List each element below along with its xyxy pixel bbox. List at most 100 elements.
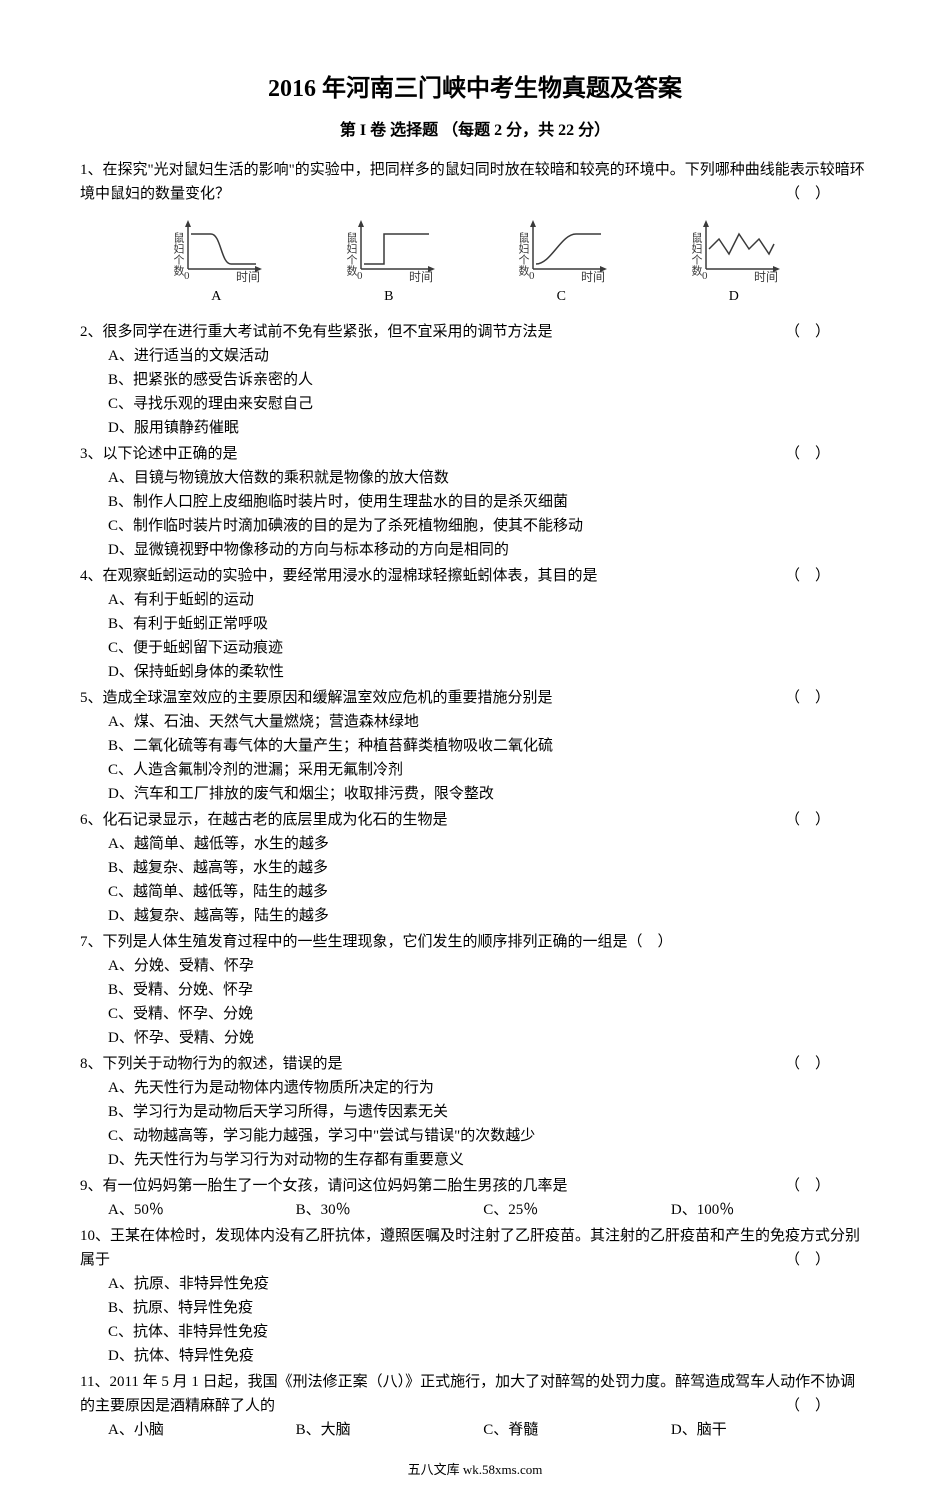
chart-D: 鼠妇个数 0 时间 D bbox=[684, 214, 784, 308]
option-A: A、分娩、受精、怀孕 bbox=[108, 954, 474, 978]
svg-text:0: 0 bbox=[702, 270, 708, 282]
options-row: A、越简单、越低等，水生的越多B、越复杂、越高等，水生的越多C、越简单、越低等，… bbox=[80, 832, 870, 928]
options-row: A、小脑 B、大脑 C、脊髓 D、脑干 bbox=[80, 1418, 870, 1442]
question-10: 10、王某在体检时，发现体内没有乙肝抗体，遵照医嘱及时注射了乙肝疫苗。其注射的乙… bbox=[80, 1224, 870, 1368]
option-B: B、受精、分娩、怀孕 bbox=[108, 978, 474, 1002]
answer-bracket: （ ） bbox=[785, 808, 830, 832]
chart-label-A: A bbox=[166, 286, 266, 308]
answer-bracket: （ ） bbox=[785, 182, 830, 206]
option-A: A、煤、石油、天然气大量燃烧；营造森林绿地 bbox=[108, 710, 850, 734]
options-row: A、目镜与物镜放大倍数的乘积就是物像的放大倍数B、制作人口腔上皮细胞临时装片时，… bbox=[80, 466, 870, 562]
option-C: C、动物越高等，学习能力越强，学习中"尝试与错误"的次数越少 bbox=[108, 1124, 850, 1148]
question-text: 1、在探究"光对鼠妇生活的影响"的实验中，把同样多的鼠妇同时放在较暗和较亮的环境… bbox=[80, 158, 870, 206]
question-text: 7、下列是人体生殖发育过程中的一些生理现象，它们发生的顺序排列正确的一组是（ ） bbox=[80, 930, 870, 954]
option-C: C、脊髓 bbox=[483, 1418, 651, 1442]
options-row: A、50％ B、30％ C、25％ D、100％ bbox=[80, 1198, 870, 1222]
option-B: B、制作人口腔上皮细胞临时装片时，使用生理盐水的目的是杀灭细菌 bbox=[108, 490, 850, 514]
svg-text:鼠妇个数: 鼠妇个数 bbox=[345, 231, 358, 277]
question-text: 8、下列关于动物行为的叙述，错误的是（ ） bbox=[80, 1052, 870, 1076]
svg-text:0: 0 bbox=[529, 270, 535, 282]
option-B: B、学习行为是动物后天学习所得，与遗传因素无关 bbox=[108, 1100, 850, 1124]
answer-bracket: （ ） bbox=[785, 320, 830, 344]
option-B: B、有利于蚯蚓正常呼吸 bbox=[108, 612, 474, 636]
question-text: 5、造成全球温室效应的主要原因和缓解温室效应危机的重要措施分别是（ ） bbox=[80, 686, 870, 710]
option-A: A、有利于蚯蚓的运动 bbox=[108, 588, 474, 612]
option-A: A、50％ bbox=[108, 1198, 276, 1222]
question-6: 6、化石记录显示，在越古老的底层里成为化石的生物是（ ）A、越简单、越低等，水生… bbox=[80, 808, 870, 928]
chart-label-D: D bbox=[684, 286, 784, 308]
option-B: B、把紧张的感受告诉亲密的人 bbox=[108, 368, 474, 392]
option-B: B、大脑 bbox=[296, 1418, 464, 1442]
option-D: D、汽车和工厂排放的废气和烟尘；收取排污费，限令整改 bbox=[108, 782, 850, 806]
question-text: 3、以下论述中正确的是（ ） bbox=[80, 442, 870, 466]
options-row: A、先天性行为是动物体内遗传物质所决定的行为B、学习行为是动物后天学习所得，与遗… bbox=[80, 1076, 870, 1172]
option-C: C、便于蚯蚓留下运动痕迹 bbox=[108, 636, 474, 660]
svg-text:鼠妇个数: 鼠妇个数 bbox=[690, 231, 703, 277]
option-D: D、脑干 bbox=[671, 1418, 839, 1442]
option-C: C、人造含氟制冷剂的泄漏；采用无氟制冷剂 bbox=[108, 758, 850, 782]
option-D: D、先天性行为与学习行为对动物的生存都有重要意义 bbox=[108, 1148, 850, 1172]
question-text: 9、有一位妈妈第一胎生了一个女孩，请问这位妈妈第二胎生男孩的几率是（ ） bbox=[80, 1174, 870, 1198]
option-C: C、受精、怀孕、分娩 bbox=[108, 1002, 474, 1026]
answer-bracket: （ ） bbox=[785, 442, 830, 466]
option-D: D、怀孕、受精、分娩 bbox=[108, 1026, 474, 1050]
question-text: 2、很多同学在进行重大考试前不免有些紧张，但不宜采用的调节方法是（ ） bbox=[80, 320, 870, 344]
question-2: 2、很多同学在进行重大考试前不免有些紧张，但不宜采用的调节方法是（ ）A、进行适… bbox=[80, 320, 870, 440]
page-title: 2016 年河南三门峡中考生物真题及答案 bbox=[80, 70, 870, 108]
answer-bracket: （ ） bbox=[785, 564, 830, 588]
question-3: 3、以下论述中正确的是（ ）A、目镜与物镜放大倍数的乘积就是物像的放大倍数B、制… bbox=[80, 442, 870, 562]
question-9: 9、有一位妈妈第一胎生了一个女孩，请问这位妈妈第二胎生男孩的几率是（ ）A、50… bbox=[80, 1174, 870, 1222]
questions-container: 1、在探究"光对鼠妇生活的影响"的实验中，把同样多的鼠妇同时放在较暗和较亮的环境… bbox=[80, 158, 870, 1442]
chart-label-C: C bbox=[511, 286, 611, 308]
svg-text:时间: 时间 bbox=[236, 270, 260, 284]
option-D: D、保持蚯蚓身体的柔软性 bbox=[108, 660, 474, 684]
option-C: C、25％ bbox=[483, 1198, 651, 1222]
answer-bracket: （ ） bbox=[785, 686, 830, 710]
option-C: C、越简单、越低等，陆生的越多 bbox=[108, 880, 474, 904]
chart-label-B: B bbox=[339, 286, 439, 308]
svg-text:0: 0 bbox=[357, 270, 363, 282]
question-text: 6、化石记录显示，在越古老的底层里成为化石的生物是（ ） bbox=[80, 808, 870, 832]
answer-bracket: （ ） bbox=[785, 1174, 830, 1198]
svg-text:鼠妇个数: 鼠妇个数 bbox=[172, 231, 185, 277]
option-C: C、寻找乐观的理由来安慰自己 bbox=[108, 392, 474, 416]
question-4: 4、在观察蚯蚓运动的实验中，要经常用浸水的湿棉球轻擦蚯蚓体表，其目的是（ ）A、… bbox=[80, 564, 870, 684]
svg-text:时间: 时间 bbox=[581, 270, 605, 284]
option-D: D、抗体、特异性免疫 bbox=[108, 1344, 474, 1368]
option-C: C、抗体、非特异性免疫 bbox=[108, 1320, 474, 1344]
chart-B: 鼠妇个数 0 时间 B bbox=[339, 214, 439, 308]
options-row: A、煤、石油、天然气大量燃烧；营造森林绿地B、二氧化硫等有毒气体的大量产生；种植… bbox=[80, 710, 870, 806]
question-1: 1、在探究"光对鼠妇生活的影响"的实验中，把同样多的鼠妇同时放在较暗和较亮的环境… bbox=[80, 158, 870, 308]
chart-C: 鼠妇个数 0 时间 C bbox=[511, 214, 611, 308]
chart-A: 鼠妇个数 0 时间 A bbox=[166, 214, 266, 308]
page-footer: 五八文库 wk.58xms.com bbox=[80, 1460, 870, 1481]
option-A: A、抗原、非特异性免疫 bbox=[108, 1272, 474, 1296]
option-D: D、越复杂、越高等，陆生的越多 bbox=[108, 904, 474, 928]
section-subtitle: 第 I 卷 选择题 （每题 2 分，共 22 分） bbox=[80, 118, 870, 144]
question-text: 11、2011 年 5 月 1 日起，我国《刑法修正案（八）》正式施行，加大了对… bbox=[80, 1370, 870, 1418]
option-A: A、目镜与物镜放大倍数的乘积就是物像的放大倍数 bbox=[108, 466, 850, 490]
question-5: 5、造成全球温室效应的主要原因和缓解温室效应危机的重要措施分别是（ ）A、煤、石… bbox=[80, 686, 870, 806]
answer-bracket: （ ） bbox=[785, 1394, 830, 1418]
answer-bracket: （ ） bbox=[785, 1052, 830, 1076]
option-D: D、100％ bbox=[671, 1198, 839, 1222]
option-B: B、30％ bbox=[296, 1198, 464, 1222]
question-11: 11、2011 年 5 月 1 日起，我国《刑法修正案（八）》正式施行，加大了对… bbox=[80, 1370, 870, 1442]
option-D: D、服用镇静药催眠 bbox=[108, 416, 474, 440]
option-B: B、抗原、特异性免疫 bbox=[108, 1296, 474, 1320]
chart-row: 鼠妇个数 0 时间 A 鼠妇个数 0 时间 B bbox=[130, 214, 820, 308]
options-row: A、有利于蚯蚓的运动B、有利于蚯蚓正常呼吸C、便于蚯蚓留下运动痕迹D、保持蚯蚓身… bbox=[80, 588, 870, 684]
question-text: 4、在观察蚯蚓运动的实验中，要经常用浸水的湿棉球轻擦蚯蚓体表，其目的是（ ） bbox=[80, 564, 870, 588]
option-A: A、先天性行为是动物体内遗传物质所决定的行为 bbox=[108, 1076, 850, 1100]
question-text: 10、王某在体检时，发现体内没有乙肝抗体，遵照医嘱及时注射了乙肝疫苗。其注射的乙… bbox=[80, 1224, 870, 1272]
option-A: A、小脑 bbox=[108, 1418, 276, 1442]
question-7: 7、下列是人体生殖发育过程中的一些生理现象，它们发生的顺序排列正确的一组是（ ）… bbox=[80, 930, 870, 1050]
options-row: A、进行适当的文娱活动B、把紧张的感受告诉亲密的人C、寻找乐观的理由来安慰自己D… bbox=[80, 344, 870, 440]
svg-text:0: 0 bbox=[184, 270, 190, 282]
question-8: 8、下列关于动物行为的叙述，错误的是（ ）A、先天性行为是动物体内遗传物质所决定… bbox=[80, 1052, 870, 1172]
option-D: D、显微镜视野中物像移动的方向与标本移动的方向是相同的 bbox=[108, 538, 850, 562]
svg-text:鼠妇个数: 鼠妇个数 bbox=[517, 231, 530, 277]
svg-text:时间: 时间 bbox=[409, 270, 433, 284]
options-row: A、抗原、非特异性免疫B、抗原、特异性免疫C、抗体、非特异性免疫D、抗体、特异性… bbox=[80, 1272, 870, 1368]
svg-text:时间: 时间 bbox=[754, 270, 778, 284]
